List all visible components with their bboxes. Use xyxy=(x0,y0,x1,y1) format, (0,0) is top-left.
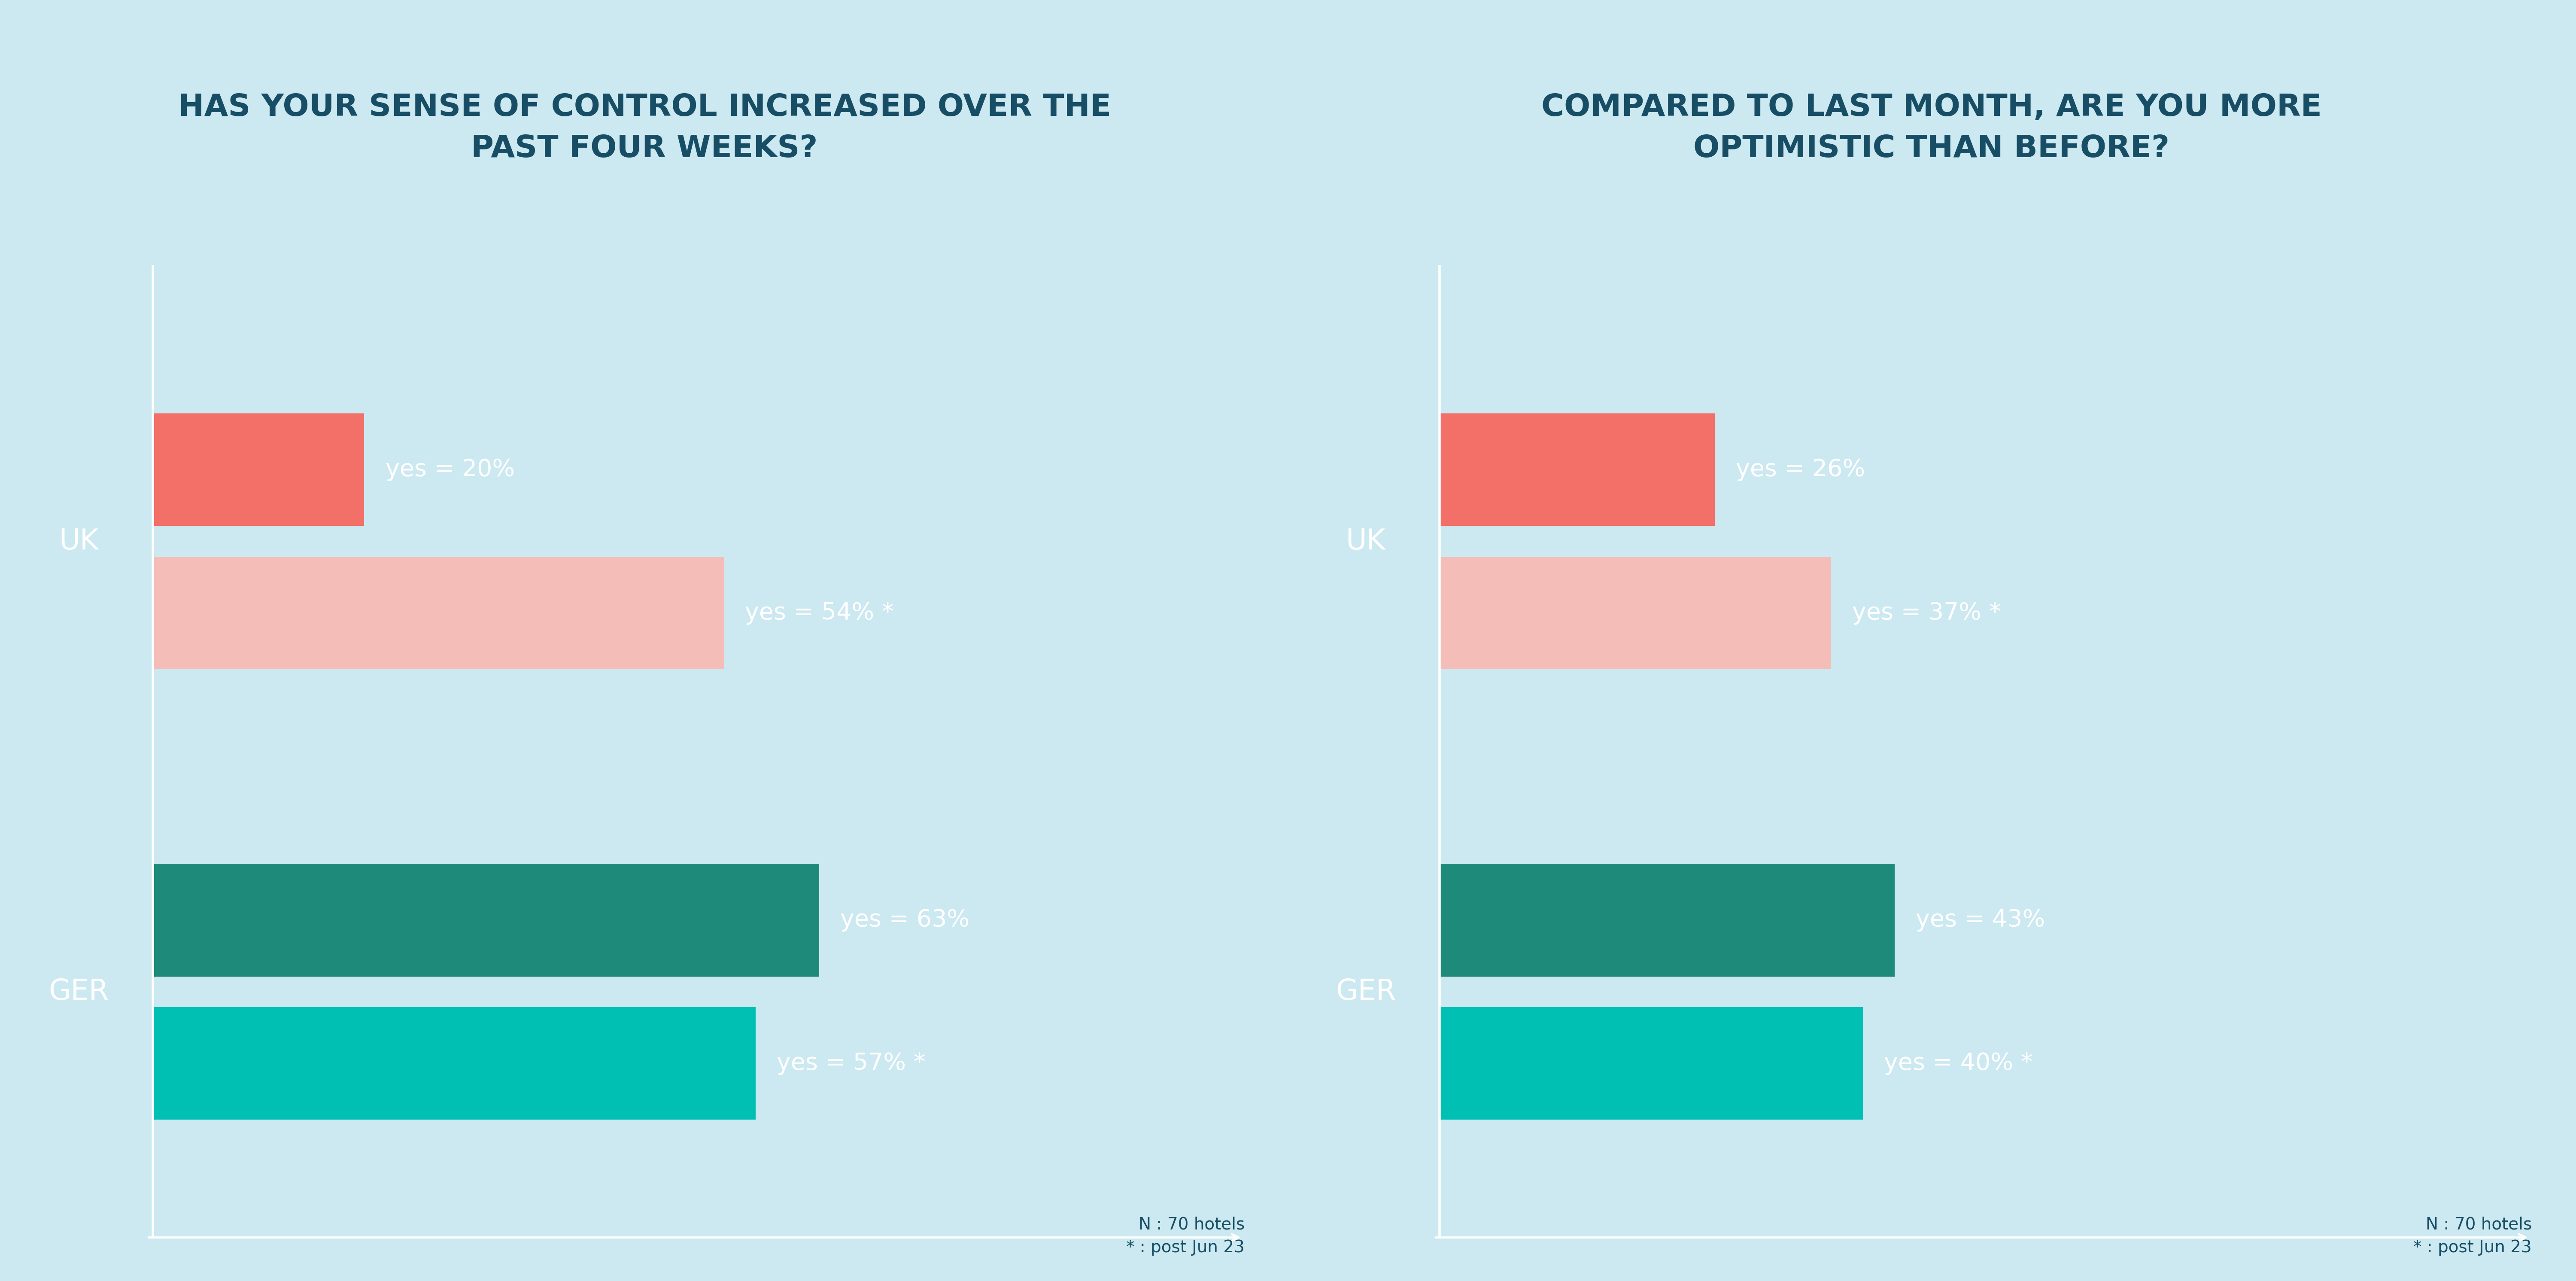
Bar xyxy=(152,1007,755,1120)
Text: UK: UK xyxy=(1345,528,1386,556)
Text: GER: GER xyxy=(1334,977,1396,1006)
Bar xyxy=(152,557,724,670)
Bar xyxy=(1440,414,1716,526)
Bar xyxy=(152,863,819,976)
Text: yes = 26%: yes = 26% xyxy=(1736,459,1865,482)
Text: yes = 57% *: yes = 57% * xyxy=(778,1052,925,1075)
Text: yes = 40% *: yes = 40% * xyxy=(1883,1052,2032,1075)
Bar xyxy=(1440,1007,1862,1120)
Text: N : 70 hotels
* : post Jun 23: N : 70 hotels * : post Jun 23 xyxy=(2414,1217,2532,1255)
Text: UK: UK xyxy=(59,528,98,556)
Bar xyxy=(152,414,363,526)
Text: yes = 43%: yes = 43% xyxy=(1917,908,2045,931)
Text: yes = 63%: yes = 63% xyxy=(840,908,969,931)
Text: GER: GER xyxy=(49,977,108,1006)
Text: N : 70 hotels
* : post Jun 23: N : 70 hotels * : post Jun 23 xyxy=(1126,1217,1244,1255)
Bar xyxy=(1440,863,1893,976)
Text: yes = 54% *: yes = 54% * xyxy=(744,602,894,625)
Bar xyxy=(1440,557,1832,670)
Text: HAS YOUR SENSE OF CONTROL INCREASED OVER THE
PAST FOUR WEEKS?: HAS YOUR SENSE OF CONTROL INCREASED OVER… xyxy=(178,92,1110,164)
Text: yes = 37% *: yes = 37% * xyxy=(1852,602,2002,625)
Text: COMPARED TO LAST MONTH, ARE YOU MORE
OPTIMISTIC THAN BEFORE?: COMPARED TO LAST MONTH, ARE YOU MORE OPT… xyxy=(1540,92,2321,164)
Text: yes = 20%: yes = 20% xyxy=(386,459,515,482)
